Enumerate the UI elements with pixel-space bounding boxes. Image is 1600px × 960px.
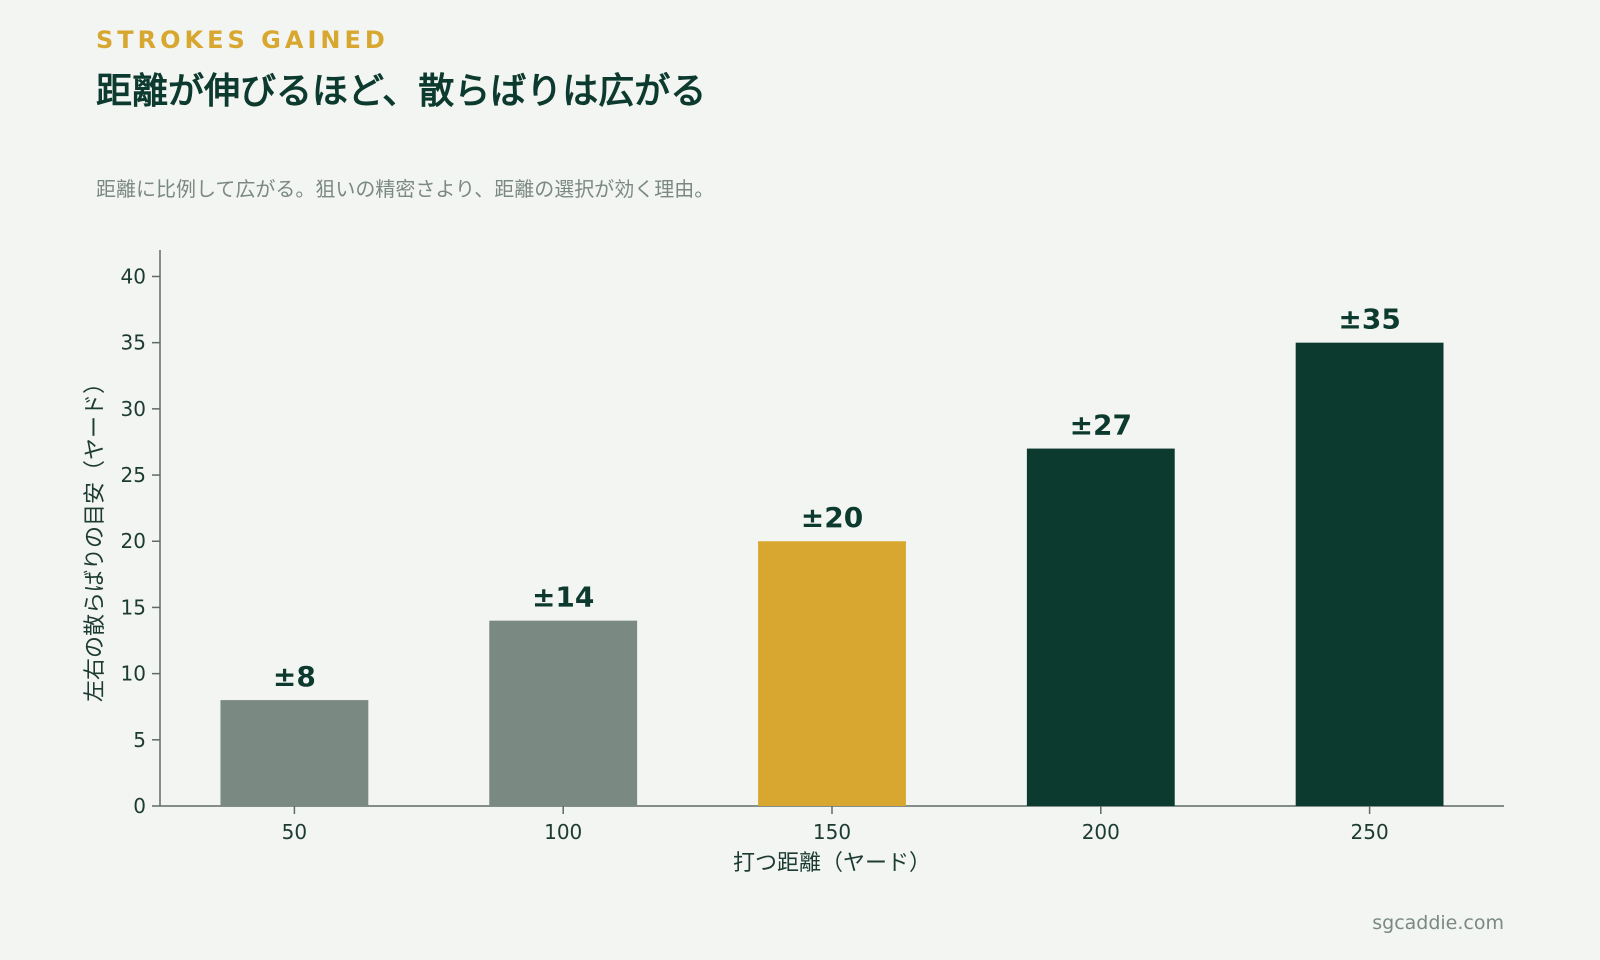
y-axis-title: 左右の散らばりの目安（ヤード） [83,372,108,702]
y-tick-label: 25 [121,463,146,487]
x-axis-title: 打つ距離（ヤード） [733,851,931,876]
chart-subtitle: 距離に比例して広がる。狙いの精密さより、距離の選択が効く理由。 [96,177,715,201]
y-tick-label: 35 [121,331,146,355]
bar [489,620,638,806]
y-tick-label: 20 [121,529,146,553]
data-label: ±8 [273,660,316,693]
x-axis-ticks: 50 100 150 200 250 [282,806,1389,844]
eyebrow-label: STROKES GAINED [96,26,389,54]
data-label: ±20 [801,501,863,534]
y-tick-label: 40 [121,264,146,288]
bar [1295,342,1444,806]
y-tick-label: 5 [133,728,146,752]
y-axis-ticks: 0 5 10 15 20 25 30 35 40 [121,264,160,818]
footer-source: sgcaddie.com [1372,912,1504,934]
y-tick-label: 15 [121,595,146,619]
x-tick-label: 150 [813,820,851,844]
y-tick-label: 0 [133,794,146,818]
data-label: ±27 [1070,409,1132,442]
y-tick-label: 30 [121,397,146,421]
x-tick-label: 50 [282,820,307,844]
bar [220,700,369,806]
bar [1026,448,1175,806]
chart-title: 距離が伸びるほど、散らばりは広がる [96,71,707,112]
bar [758,541,906,806]
x-tick-label: 250 [1351,820,1389,844]
y-tick-label: 10 [121,662,146,686]
bars-group: ±8 ±14 ±20 ±27 ±35 [220,303,1444,806]
data-label: ±35 [1338,303,1400,336]
data-label: ±14 [532,581,594,614]
x-tick-label: 100 [544,820,582,844]
x-tick-label: 200 [1082,820,1120,844]
